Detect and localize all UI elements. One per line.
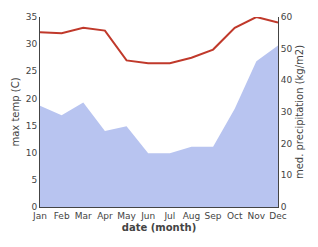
svg-text:date (month): date (month) <box>122 222 196 233</box>
svg-text:0: 0 <box>31 202 37 212</box>
svg-text:Dec: Dec <box>269 211 286 221</box>
svg-text:10: 10 <box>281 170 293 180</box>
svg-text:10: 10 <box>26 148 38 158</box>
svg-text:50: 50 <box>281 44 293 54</box>
svg-text:20: 20 <box>281 139 293 149</box>
svg-text:5: 5 <box>31 175 37 185</box>
svg-text:60: 60 <box>281 12 293 22</box>
svg-text:max temp (C): max temp (C) <box>10 77 21 146</box>
svg-text:15: 15 <box>26 121 37 131</box>
svg-text:30: 30 <box>26 39 38 49</box>
svg-text:Mar: Mar <box>75 211 92 221</box>
svg-text:Jun: Jun <box>140 211 155 221</box>
svg-text:Feb: Feb <box>54 211 70 221</box>
svg-text:20: 20 <box>26 94 38 104</box>
svg-text:Sep: Sep <box>205 211 222 221</box>
svg-text:May: May <box>117 211 136 221</box>
svg-text:35: 35 <box>26 12 37 22</box>
svg-text:Jul: Jul <box>163 211 175 221</box>
svg-text:40: 40 <box>281 75 293 85</box>
svg-text:Apr: Apr <box>97 211 113 221</box>
svg-text:Oct: Oct <box>227 211 243 221</box>
svg-text:Aug: Aug <box>183 211 201 221</box>
svg-text:med. precipitation (kg/m2): med. precipitation (kg/m2) <box>294 45 305 179</box>
svg-text:0: 0 <box>281 202 287 212</box>
svg-text:30: 30 <box>281 107 293 117</box>
svg-text:25: 25 <box>26 66 37 76</box>
svg-text:Jan: Jan <box>32 211 47 221</box>
svg-text:Nov: Nov <box>248 211 266 221</box>
